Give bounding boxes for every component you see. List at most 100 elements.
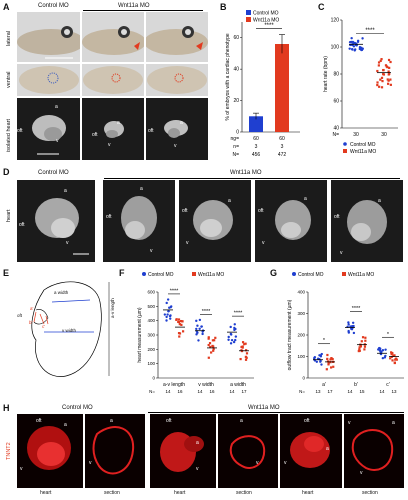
- d-col-title-control: Control MO: [38, 170, 69, 176]
- f-point: [208, 342, 212, 345]
- g-point: [389, 357, 392, 360]
- f-point: [211, 344, 214, 348]
- h-sub-section-2: section: [236, 490, 252, 496]
- f-ytick-label: 500: [147, 304, 155, 309]
- c-ytick-label: 120: [331, 18, 340, 24]
- g-point: [364, 336, 367, 339]
- b-bar: [275, 44, 289, 132]
- c-point: [348, 47, 351, 50]
- f-n-value: 14: [165, 389, 171, 394]
- anno-d-a-wnt-3: a: [304, 196, 307, 202]
- f-point: [209, 345, 212, 349]
- e-label-v-width: v width: [62, 328, 77, 333]
- g-point: [313, 355, 317, 359]
- g-point: [332, 365, 335, 368]
- c-ylabel: heart rate (bpm): [323, 56, 329, 92]
- g-ytick-label: 300: [297, 311, 305, 316]
- h-marker-label: TNNT2: [6, 442, 12, 460]
- anno-d-oft-wnt-4: oft: [334, 214, 340, 220]
- panel-label-h: H: [3, 403, 10, 413]
- anno-d-v-control: v: [66, 240, 69, 246]
- panel-label-f: F: [119, 268, 125, 278]
- c-ytick-label: 40: [333, 126, 339, 132]
- g-n-value: 15: [359, 389, 365, 394]
- c-point: [360, 46, 363, 50]
- f-point: [230, 338, 234, 342]
- b-table-rowlabel: N=: [232, 152, 239, 158]
- c-point: [350, 40, 353, 44]
- b-ytick-label: 60: [233, 35, 239, 41]
- e-label-a-width: a width: [54, 290, 69, 295]
- c-point: [377, 64, 380, 67]
- f-point: [196, 324, 199, 327]
- g-point: [363, 345, 367, 348]
- f-ytick-label: 300: [147, 333, 155, 338]
- anno-h-a-5: a: [326, 446, 329, 452]
- anno-h-a-3: a: [196, 440, 199, 446]
- c-n-value: 30: [353, 132, 359, 138]
- c-legend-swatch: [343, 142, 347, 146]
- f-point: [201, 332, 204, 336]
- g-point: [379, 349, 382, 352]
- g-point: [331, 358, 334, 361]
- f-point: [212, 349, 215, 352]
- d-col-title-rule: [104, 178, 400, 179]
- g-point: [351, 321, 355, 324]
- g-legend-label: Wnt11a MO: [348, 272, 374, 278]
- f-point: [181, 320, 184, 323]
- f-legend-swatch: [192, 272, 196, 276]
- anno-v-wnt-1: v: [108, 142, 111, 148]
- f-point: [233, 323, 236, 326]
- f-point: [212, 347, 215, 351]
- col-title-control: Control MO: [38, 3, 69, 9]
- h-sub-section-1: section: [104, 490, 120, 496]
- anno-h-oft-1: oft: [36, 418, 42, 424]
- g-point: [347, 329, 350, 333]
- c-point: [388, 72, 391, 76]
- c-point: [361, 37, 364, 40]
- photo-ventral-control: [17, 64, 80, 96]
- b-legend-swatch: [246, 10, 251, 15]
- e-label-a-prime: a': [30, 306, 34, 311]
- f-point: [240, 345, 243, 349]
- anno-oft-control: oft: [17, 128, 23, 134]
- g-point: [325, 368, 328, 371]
- f-point: [195, 327, 198, 331]
- f-point: [210, 351, 213, 354]
- c-legend-label: Wnt11a MO: [350, 149, 376, 155]
- g-point: [326, 357, 329, 361]
- row-label-ventral: ventral: [6, 71, 12, 88]
- f-point: [244, 358, 248, 361]
- row-label-isolated-heart: isolated heart: [6, 118, 12, 152]
- photo-h-wnt-heart-1: [150, 414, 216, 488]
- anno-d-a-wnt-4: a: [378, 198, 381, 204]
- b-ytick-label: 0: [236, 130, 239, 136]
- f-n-value: 14: [229, 389, 235, 394]
- g-ytick-label: 100: [297, 354, 305, 359]
- f-point: [165, 315, 168, 319]
- c-point: [350, 48, 354, 51]
- anno-h-oft-5: oft: [304, 418, 310, 424]
- f-point: [177, 320, 180, 323]
- f-n-value: 14: [197, 389, 203, 394]
- g-point: [391, 359, 394, 362]
- g-point: [327, 363, 330, 366]
- f-group-label: a width: [230, 382, 246, 388]
- anno-d-oft-wnt-2: oft: [182, 208, 188, 214]
- c-point: [389, 60, 392, 64]
- c-legend-swatch: [343, 149, 347, 153]
- g-point: [363, 348, 366, 351]
- g-point: [347, 323, 350, 326]
- c-point: [387, 70, 390, 73]
- f-point: [179, 319, 183, 323]
- f-point: [241, 341, 245, 344]
- anno-h-a-2: a: [110, 418, 113, 424]
- f-point: [232, 340, 236, 344]
- f-group-label: a-v length: [163, 382, 185, 388]
- f-point: [165, 301, 168, 305]
- photo-d-wnt-3: [255, 180, 327, 262]
- f-legend-label: Control MO: [148, 272, 174, 278]
- f-point: [169, 314, 172, 317]
- f-point: [230, 333, 233, 336]
- row-label-lateral: lateral: [6, 31, 12, 46]
